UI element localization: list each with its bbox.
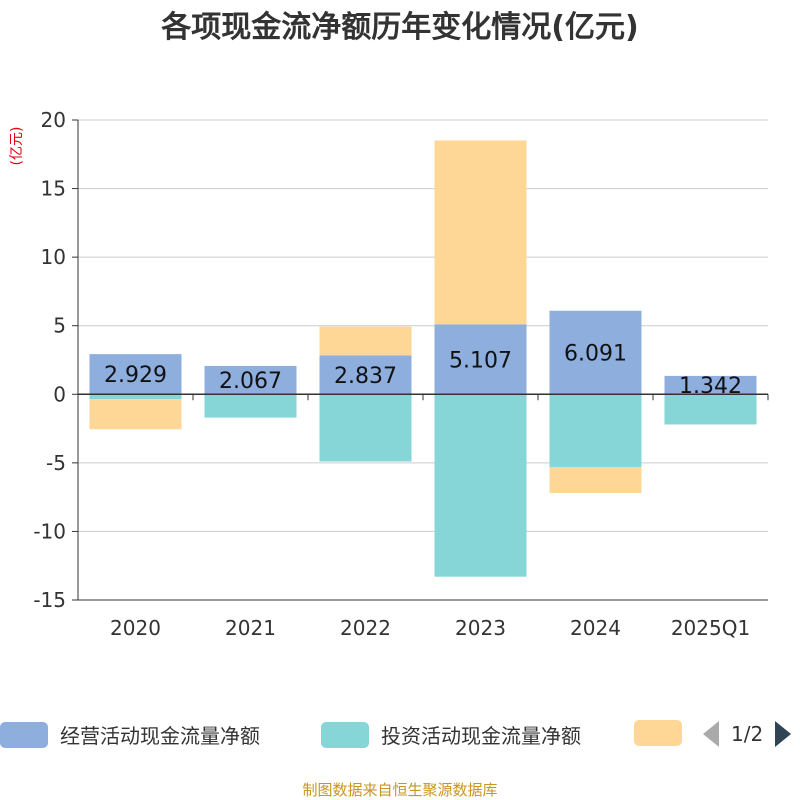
x-tick-label: 2024 [570,616,621,640]
axes: 20 15 10 5 0 -5 -10 -15 2020 2021 2022 2023 2024 2025… [33,108,769,640]
x-tick-label: 2025Q1 [671,616,750,640]
data-labels: 2.929 2.067 2.837 5.107 6.091 1.342 [104,342,742,400]
x-tick-label: 2020 [110,616,161,640]
chart-title: 各项现金流净额历年变化情况(亿元) [160,10,638,45]
bar-series-0-2021[interactable] [204,365,297,395]
legend-pager: 1/2 [701,720,793,748]
legend-swatch-investing [321,721,369,748]
y-tick-label: -5 [46,451,66,475]
bar-series-2-2020[interactable] [89,399,182,430]
bar-series-1-2020[interactable] [89,394,182,400]
legend-item-investing[interactable]: 投资活动现金流量净额 [321,720,581,749]
footer-source: 制图数据来自恒生聚源数据库 [302,781,497,799]
bar-series-1-2024[interactable] [549,394,642,467]
y-tick-label: -15 [33,588,66,612]
bar-series-1-2025Q1[interactable] [664,394,757,425]
x-tick-label: 2023 [455,616,506,640]
legend-label-operating: 经营活动现金流量净额 [60,724,260,748]
y-tick-label: 20 [41,108,66,132]
legend-item-operating[interactable]: 经营活动现金流量净额 [0,720,260,749]
legend-item-financing[interactable] [634,720,682,746]
y-axis-label: (亿元) [9,127,25,166]
y-tick-label: 10 [41,245,66,269]
bar-series-1-2023[interactable] [434,394,527,577]
legend-swatch-financing [634,720,682,746]
pager-text: 1/2 [731,722,764,746]
legend-swatch-operating [0,721,48,748]
bar-series-0-2024[interactable] [549,310,642,395]
data-label: 6.091 [564,342,627,367]
bars [89,140,757,577]
data-label: 2.837 [334,364,397,389]
bar-series-0-2023[interactable] [434,324,527,395]
data-label: 1.342 [679,374,742,399]
bar-series-1-2022[interactable] [319,394,412,462]
data-label: 2.067 [219,369,282,394]
bar-series-2-2022[interactable] [319,326,412,356]
y-tick-label: 0 [53,382,66,406]
y-tick-label: 5 [53,314,66,338]
legend-label-investing: 投资活动现金流量净额 [381,724,581,748]
bar-series-2-2024[interactable] [549,466,642,494]
x-tick-label: 2021 [225,616,276,640]
data-label: 5.107 [449,348,512,373]
y-tick-label: 15 [41,177,66,201]
x-tick-label: 2022 [340,616,391,640]
bar-series-0-2025Q1[interactable] [664,375,757,395]
pager-next-icon[interactable] [773,720,793,748]
y-tick-label: -10 [33,519,66,543]
data-label: 2.929 [104,363,167,388]
bar-series-1-2021[interactable] [204,394,297,418]
bar-series-2-2023[interactable] [434,140,527,325]
bar-series-0-2022[interactable] [319,355,412,395]
bar-series-0-2020[interactable] [89,354,182,395]
pager-prev-icon[interactable] [701,720,721,748]
